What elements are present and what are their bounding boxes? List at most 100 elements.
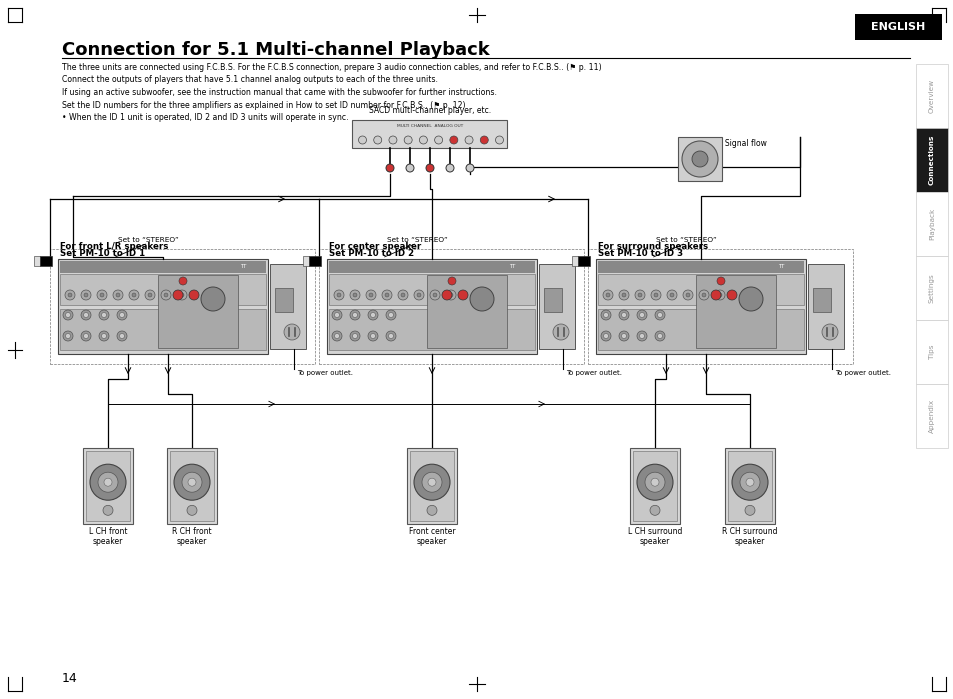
Circle shape xyxy=(352,312,357,317)
Circle shape xyxy=(479,136,488,144)
Circle shape xyxy=(666,290,677,300)
Circle shape xyxy=(161,290,171,300)
Bar xyxy=(60,261,266,273)
Text: Playback: Playback xyxy=(928,208,934,240)
Circle shape xyxy=(397,290,408,300)
Circle shape xyxy=(464,136,473,144)
Bar xyxy=(915,320,947,384)
Circle shape xyxy=(388,333,393,338)
Circle shape xyxy=(714,290,724,300)
Bar xyxy=(727,451,771,521)
Circle shape xyxy=(635,290,644,300)
Circle shape xyxy=(637,331,646,341)
Bar xyxy=(274,288,293,312)
Bar xyxy=(309,256,320,266)
Circle shape xyxy=(448,277,456,285)
Bar xyxy=(915,256,947,320)
Circle shape xyxy=(427,505,436,515)
Bar xyxy=(410,451,454,521)
Circle shape xyxy=(644,473,664,492)
Text: SACD multi-channel player, etc.: SACD multi-channel player, etc. xyxy=(369,106,491,115)
Circle shape xyxy=(669,293,673,297)
Bar xyxy=(543,288,561,312)
Circle shape xyxy=(428,478,436,487)
Bar xyxy=(696,275,775,348)
Circle shape xyxy=(618,290,628,300)
Circle shape xyxy=(99,331,109,341)
Circle shape xyxy=(335,312,339,317)
Circle shape xyxy=(740,473,760,492)
Text: To power outlet.: To power outlet. xyxy=(565,370,621,376)
Bar xyxy=(327,259,537,354)
Circle shape xyxy=(66,312,71,317)
Circle shape xyxy=(370,333,375,338)
Circle shape xyxy=(350,331,359,341)
Circle shape xyxy=(104,478,112,487)
Circle shape xyxy=(495,136,503,144)
Circle shape xyxy=(66,333,71,338)
Circle shape xyxy=(132,293,136,297)
Circle shape xyxy=(352,333,357,338)
Circle shape xyxy=(145,290,154,300)
Circle shape xyxy=(350,310,359,320)
Circle shape xyxy=(188,478,195,487)
Circle shape xyxy=(97,290,107,300)
Circle shape xyxy=(821,324,837,340)
Circle shape xyxy=(457,290,468,300)
Circle shape xyxy=(718,293,721,297)
Circle shape xyxy=(600,331,610,341)
Circle shape xyxy=(655,310,664,320)
Circle shape xyxy=(117,331,127,341)
Circle shape xyxy=(650,478,659,487)
Bar xyxy=(352,120,507,148)
Circle shape xyxy=(334,290,344,300)
Circle shape xyxy=(84,293,88,297)
Text: TT: TT xyxy=(509,264,515,270)
Text: Set PM-10 to ID 2: Set PM-10 to ID 2 xyxy=(329,249,414,258)
Circle shape xyxy=(335,333,339,338)
Circle shape xyxy=(605,293,609,297)
Bar xyxy=(587,249,852,364)
Bar xyxy=(633,451,677,521)
Circle shape xyxy=(177,290,187,300)
Circle shape xyxy=(446,290,456,300)
Circle shape xyxy=(84,333,89,338)
Text: Set to “STEREO”: Set to “STEREO” xyxy=(117,237,178,243)
Circle shape xyxy=(99,310,109,320)
Text: Set the ID numbers for the three amplifiers as explained in How to set ID number: Set the ID numbers for the three amplifi… xyxy=(62,101,465,110)
Text: • When the ID 1 unit is operated, ID 2 and ID 3 units will operate in sync.: • When the ID 1 unit is operated, ID 2 a… xyxy=(62,113,348,122)
Circle shape xyxy=(81,310,91,320)
Text: Set PM-10 to ID 3: Set PM-10 to ID 3 xyxy=(598,249,682,258)
Circle shape xyxy=(618,310,628,320)
Circle shape xyxy=(332,331,341,341)
Circle shape xyxy=(449,293,453,297)
Text: Set to “STEREO”: Set to “STEREO” xyxy=(386,237,447,243)
Circle shape xyxy=(148,293,152,297)
Text: Connection for 5.1 Multi-channel Playback: Connection for 5.1 Multi-channel Playbac… xyxy=(62,41,489,59)
Bar xyxy=(915,192,947,256)
Bar xyxy=(60,309,266,350)
Bar xyxy=(807,264,843,349)
Circle shape xyxy=(90,464,126,500)
Circle shape xyxy=(450,136,457,144)
Bar xyxy=(170,451,213,521)
Bar xyxy=(58,259,268,354)
Text: : Signal flow: : Signal flow xyxy=(720,140,766,148)
Circle shape xyxy=(637,310,646,320)
Text: ENGLISH: ENGLISH xyxy=(870,22,924,32)
Bar xyxy=(915,384,947,448)
Circle shape xyxy=(421,473,441,492)
Circle shape xyxy=(701,293,705,297)
Text: Appendix: Appendix xyxy=(928,399,934,433)
Bar xyxy=(40,256,52,266)
Circle shape xyxy=(553,324,568,340)
Circle shape xyxy=(119,333,125,338)
Text: TT: TT xyxy=(778,264,783,270)
Circle shape xyxy=(600,310,610,320)
Bar xyxy=(303,256,309,266)
Circle shape xyxy=(681,141,718,177)
Text: For front L/R speakers: For front L/R speakers xyxy=(60,242,168,251)
Bar xyxy=(578,256,589,266)
Circle shape xyxy=(81,331,91,341)
Bar xyxy=(86,451,130,521)
